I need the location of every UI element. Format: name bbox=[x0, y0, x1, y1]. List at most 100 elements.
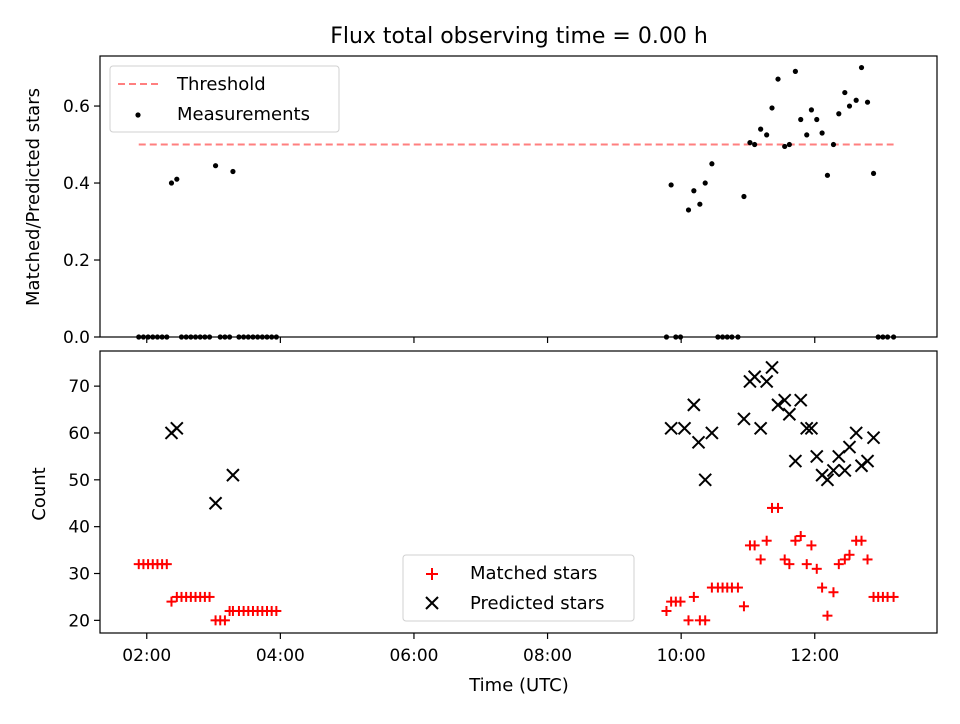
measurements-point bbox=[685, 207, 692, 213]
measurements-point bbox=[758, 126, 764, 132]
bottom-panel: Count Time (UTC) 20 30 40 50 60 70 02:00 04:00… bbox=[29, 350, 938, 696]
predicted-stars-point bbox=[788, 454, 803, 468]
top-legend: Threshold Measurements bbox=[109, 65, 340, 133]
predicted-stars-point bbox=[838, 463, 852, 478]
measurements-point bbox=[752, 141, 758, 148]
measurements-point bbox=[853, 97, 859, 103]
matched-stars-point bbox=[856, 535, 867, 546]
measurements-point bbox=[702, 180, 708, 186]
predicted-stars-point bbox=[226, 468, 240, 482]
matched-stars-point bbox=[661, 605, 672, 616]
predicted-stars-point bbox=[782, 407, 797, 421]
top-ylabel: Matched/Predicted stars bbox=[23, 88, 44, 306]
bottom-xtick-label: 06:00 bbox=[389, 646, 438, 666]
matched-stars-point bbox=[271, 605, 282, 616]
matched-stars-point bbox=[161, 559, 172, 570]
predicted-stars-point bbox=[170, 421, 184, 435]
matched-stars-point bbox=[749, 540, 760, 551]
bottom-xtick-label: 08:00 bbox=[523, 646, 572, 666]
bottom-y-ticks: 20 30 40 50 60 70 bbox=[68, 377, 100, 631]
predicted-stars-point bbox=[705, 426, 719, 440]
top-ytick-label: 0.4 bbox=[63, 174, 90, 194]
predicted-stars-point bbox=[208, 496, 223, 510]
predicted-stars-point bbox=[777, 393, 792, 407]
legend-threshold-label: Threshold bbox=[176, 74, 266, 95]
predicted-stars-point bbox=[794, 393, 808, 407]
measurements-point bbox=[764, 132, 770, 138]
bottom-xlabel: Time (UTC) bbox=[468, 675, 569, 696]
measurements-point bbox=[858, 64, 865, 71]
top-axes-frame bbox=[99, 55, 938, 338]
measurements-point bbox=[782, 143, 788, 150]
matched-stars-point bbox=[795, 531, 806, 542]
top-plot-area bbox=[136, 64, 897, 340]
matched-stars-point bbox=[801, 559, 812, 570]
matched-stars-point bbox=[828, 587, 839, 598]
bottom-legend: Matched stars Predicted stars bbox=[402, 554, 635, 622]
matched-stars-point bbox=[790, 535, 801, 546]
matched-stars-point bbox=[862, 554, 873, 565]
matched-stars-point bbox=[204, 591, 215, 602]
measurements-point bbox=[212, 163, 219, 169]
predicted-stars-point bbox=[698, 473, 712, 487]
bottom-ylabel: Count bbox=[29, 467, 50, 520]
predicted-stars-point bbox=[866, 430, 881, 445]
predicted-stars-point bbox=[849, 426, 863, 440]
measurements-point bbox=[230, 168, 236, 175]
predicted-stars-point bbox=[771, 398, 785, 412]
predicted-stars-point bbox=[804, 421, 819, 435]
legend-measurements-swatch bbox=[135, 112, 141, 118]
predicted-stars-point bbox=[832, 449, 846, 464]
measurements-point bbox=[836, 111, 842, 117]
bottom-xtick-label: 04:00 bbox=[256, 646, 305, 666]
matched-stars-point bbox=[166, 596, 177, 607]
measurements-point bbox=[691, 188, 697, 194]
bottom-ytick-label: 30 bbox=[68, 565, 90, 585]
bottom-xtick-label: 02:00 bbox=[122, 646, 171, 666]
measurements-point bbox=[168, 180, 175, 186]
legend-matched-swatch bbox=[426, 568, 438, 580]
predicted-stars-point bbox=[747, 370, 762, 384]
predicted-stars-point bbox=[860, 454, 875, 468]
matched-stars-point bbox=[833, 559, 844, 570]
matched-stars-point bbox=[732, 582, 743, 593]
predicted-stars-point bbox=[687, 398, 701, 412]
measurements-point bbox=[174, 176, 180, 182]
measurements-point bbox=[824, 172, 831, 178]
predicted-stars-point bbox=[826, 463, 841, 478]
bottom-ytick-label: 50 bbox=[68, 471, 90, 491]
bottom-ytick-label: 70 bbox=[68, 377, 90, 397]
measurements-point bbox=[804, 132, 810, 138]
legend-matched-label: Matched stars bbox=[470, 563, 597, 584]
matched-stars-point bbox=[683, 615, 694, 626]
measurements-point bbox=[792, 68, 798, 74]
predicted-stars-point bbox=[691, 435, 706, 450]
measurements-point bbox=[798, 116, 804, 123]
legend-measurements-label: Measurements bbox=[177, 104, 310, 125]
matched-stars-point bbox=[700, 615, 711, 626]
matched-stars-point bbox=[784, 559, 795, 570]
measurements-point bbox=[747, 140, 753, 146]
matched-stars-point bbox=[822, 610, 833, 621]
matched-stars-point bbox=[817, 582, 828, 593]
measurements-point bbox=[819, 130, 825, 136]
measurements-point bbox=[846, 103, 853, 109]
top-panel: Matched/Predicted stars 0.0 0.2 0.4 0.6 Thr… bbox=[23, 55, 938, 348]
measurements-point bbox=[697, 201, 703, 207]
matched-stars-point bbox=[806, 540, 817, 551]
bottom-xtick-label: 10:00 bbox=[657, 646, 706, 666]
matched-stars-point bbox=[811, 563, 822, 574]
matched-stars-point bbox=[779, 554, 790, 565]
measurements-point bbox=[842, 89, 848, 96]
predicted-stars-point bbox=[677, 421, 692, 435]
matched-stars-point bbox=[844, 549, 855, 560]
legend-predicted-swatch bbox=[425, 596, 439, 610]
measurements-point bbox=[864, 99, 871, 105]
matched-stars-point bbox=[688, 591, 699, 602]
predicted-stars-point bbox=[810, 449, 824, 464]
predicted-stars-point bbox=[759, 374, 774, 389]
legend-predicted-label: Predicted stars bbox=[470, 593, 604, 614]
top-ytick-label: 0.2 bbox=[63, 251, 90, 271]
predicted-stars-point bbox=[820, 473, 835, 487]
matched-stars-point bbox=[738, 601, 749, 612]
